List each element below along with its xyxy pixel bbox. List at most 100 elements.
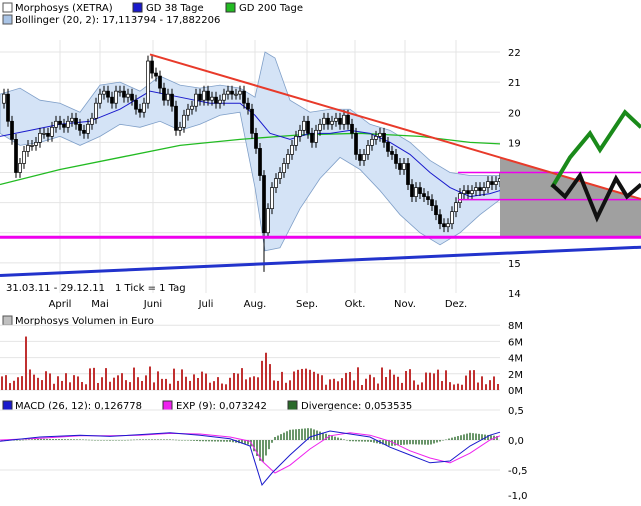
macd-histogram-bar	[358, 440, 360, 442]
volume-bar	[209, 382, 211, 390]
volume-bar	[321, 375, 323, 390]
volume-bar	[465, 375, 467, 390]
grey-projection-area	[500, 157, 641, 238]
volume-bar	[497, 383, 499, 390]
volume-bar	[317, 373, 319, 390]
candle-body	[238, 90, 242, 95]
volume-bar	[389, 369, 391, 390]
macd-histogram-bar	[52, 438, 54, 440]
macd-histogram-bar	[439, 440, 441, 442]
candle-body	[54, 120, 58, 128]
macd-histogram-bar	[13, 440, 15, 441]
volume-bar	[65, 373, 67, 390]
candle-body	[146, 60, 150, 104]
volume-bar	[121, 373, 123, 390]
macd-histogram-bar	[169, 439, 171, 440]
candle-body	[330, 120, 334, 125]
macd-histogram-bar	[40, 438, 42, 440]
macd-histogram-bar	[433, 440, 435, 444]
candle-body	[110, 96, 114, 104]
macd-histogram-bar	[115, 440, 117, 441]
candle-body	[82, 129, 86, 134]
volume-bar	[217, 377, 219, 390]
candle-body	[218, 99, 222, 104]
candle-body	[234, 93, 238, 96]
macd-histogram-bar	[466, 433, 468, 440]
volume-bar	[393, 374, 395, 390]
macd-histogram-bar	[421, 440, 423, 445]
price-y-tick: 22	[508, 48, 521, 59]
volume-bar	[333, 378, 335, 390]
candle-body	[326, 117, 330, 125]
macd-histogram-bar	[490, 435, 492, 440]
macd-y-axis: 0,5 0,0 -0,5 -1,0	[508, 406, 528, 502]
volume-bar	[449, 382, 451, 390]
volume-bar	[365, 378, 367, 390]
macd-histogram-bar	[472, 433, 474, 440]
macd-y-tick: 0,0	[508, 436, 524, 447]
volume-bar	[181, 369, 183, 390]
macd-histogram-bar	[289, 429, 291, 440]
volume-bar	[61, 380, 63, 390]
volume-bar	[253, 376, 255, 390]
volume-bar	[205, 373, 207, 390]
volume-bar	[33, 374, 35, 390]
candle-body	[382, 132, 386, 143]
candle-body	[130, 93, 134, 101]
macd-histogram-bar	[172, 439, 174, 441]
macd-histogram-bar	[232, 440, 234, 443]
candle-body	[422, 193, 426, 197]
candle-body	[478, 187, 482, 191]
macd-histogram-bar	[103, 440, 105, 441]
macd-histogram-bar	[82, 439, 84, 441]
macd-histogram-bar	[61, 439, 63, 440]
volume-bar	[293, 371, 295, 390]
candle-body	[306, 120, 310, 134]
candle-body	[18, 163, 22, 173]
macd-histogram-bar	[313, 429, 315, 440]
macd-histogram-bar	[124, 440, 126, 441]
macd-histogram-bar	[64, 439, 66, 440]
macd-histogram-bar	[157, 439, 159, 440]
macd-histogram-bar	[385, 440, 387, 446]
legend-swatch-price	[2, 2, 13, 13]
candle-body	[414, 187, 418, 197]
candle-body	[394, 154, 398, 164]
volume-bar	[437, 369, 439, 390]
macd-histogram-bar	[190, 440, 192, 441]
volume-y-tick: 2M	[508, 370, 523, 381]
candle-body	[30, 145, 34, 147]
macd-histogram-bar	[229, 440, 231, 442]
volume-bar	[369, 374, 371, 390]
macd-histogram-bar	[484, 434, 486, 440]
candle-body	[410, 184, 414, 197]
candle-body	[350, 123, 354, 134]
macd-histogram-bar	[319, 431, 321, 440]
price-y-tick: 19	[508, 138, 521, 149]
volume-bar	[353, 380, 355, 390]
volume-bar	[421, 382, 423, 390]
candle-body	[338, 117, 342, 125]
candle-body	[78, 123, 82, 131]
volume-bar	[197, 377, 199, 390]
macd-histogram-bar	[244, 440, 246, 445]
candle-body	[138, 108, 142, 113]
macd-histogram-bar	[217, 440, 219, 442]
candle-body	[46, 132, 50, 137]
macd-histogram-bar	[55, 439, 57, 440]
candle-body	[2, 93, 6, 104]
macd-histogram-bar	[205, 440, 207, 442]
candle-body	[178, 126, 182, 131]
macd-histogram-bar	[352, 440, 354, 442]
macd-histogram-bar	[277, 435, 279, 440]
candle-body	[490, 181, 494, 185]
macd-histogram-bar	[94, 440, 96, 441]
volume-bar	[49, 373, 51, 390]
macd-histogram-bar	[268, 440, 270, 450]
macd-histogram-bar	[160, 439, 162, 440]
macd-histogram-bar	[391, 440, 393, 446]
macd-histogram-bar	[148, 439, 150, 440]
candle-body	[294, 136, 298, 146]
volume-bar	[245, 379, 247, 390]
volume-bar	[265, 352, 267, 390]
